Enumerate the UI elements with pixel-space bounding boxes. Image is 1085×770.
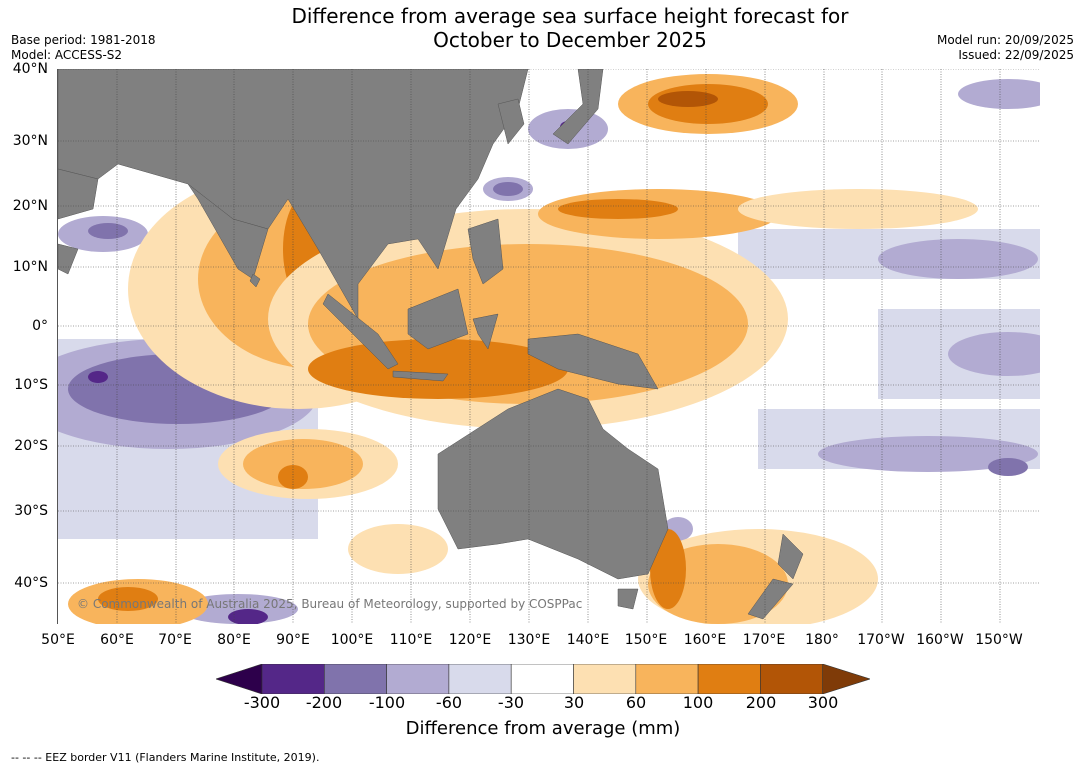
land-india [187, 183, 269, 280]
colorbar-tick-label: -200 [305, 693, 343, 712]
anomaly-neg-southern-ocean [178, 594, 298, 624]
lon-label-110e: 110°E [389, 632, 433, 648]
lat-label-30s: 30°S [14, 503, 48, 519]
lat-label-30n: 30°N [12, 133, 48, 149]
land-sri-lanka [249, 273, 261, 288]
land-borneo [407, 288, 469, 350]
land-australia [437, 388, 669, 580]
lon-label-100e: 100°E [330, 632, 374, 648]
lon-label-140e: 140°E [566, 632, 610, 648]
colorbar-segment [573, 664, 637, 694]
lon-label-150w: 150°W [975, 632, 1023, 648]
colorbar-extend-low [216, 664, 263, 694]
colorbar-segment [324, 664, 387, 694]
anomaly-neg-southern-ocean-core [228, 609, 268, 624]
anomaly-layer [58, 74, 1040, 624]
colorbar-segment [386, 664, 450, 694]
land-africa-horn [58, 243, 79, 275]
colorbar-segment [448, 664, 512, 694]
colorbar-tick-label: 200 [745, 693, 777, 712]
eez-footnote: -- -- -- EEZ border V11 (Flanders Marine… [11, 751, 320, 764]
land-new-zealand-south [747, 578, 794, 620]
land-sumatra [322, 293, 399, 370]
issued-date: Issued: 22/09/2025 [958, 48, 1074, 62]
land-java [392, 370, 449, 382]
title-line-2: October to December 2025 [433, 28, 707, 52]
colorbar-tick-label: 300 [807, 693, 839, 712]
title-line-1: Difference from average sea surface heig… [291, 4, 849, 28]
anomaly-neg-south-pacific-core [988, 458, 1028, 476]
anomaly-neg-south-indian-min [88, 371, 108, 383]
lon-label-160e: 160°E [683, 632, 727, 648]
lat-label-40s: 40°S [14, 575, 48, 591]
anomaly-pos-west-pacific-core [558, 199, 678, 219]
lat-label-equator: 0° [32, 318, 48, 334]
lon-label-160w: 160°W [916, 632, 964, 648]
model-name: Model: ACCESS-S2 [11, 48, 123, 62]
lon-label-150e: 150°E [624, 632, 668, 648]
colorbar-tick-label: -300 [243, 693, 281, 712]
anomaly-pos-kuroshio-core [658, 91, 718, 107]
lon-label-170e: 170°E [742, 632, 786, 648]
lon-label-180: 180° [805, 632, 839, 648]
colorbar-title: Difference from average (mm) [405, 718, 681, 739]
colorbar-segment [697, 664, 761, 694]
lat-label-20n: 20°N [12, 198, 48, 214]
copyright-notice: © Commonwealth of Australia 2025, Bureau… [77, 597, 583, 611]
anomaly-pos-central-pacific [738, 189, 978, 229]
lat-label-40n: 40°N [12, 61, 48, 77]
model-run: Model run: 20/09/2025 [936, 33, 1074, 47]
map-panel[interactable] [57, 69, 1040, 624]
meta-right: Model run: 20/09/2025 Issued: 22/09/2025 [937, 33, 1074, 63]
colorbar-segment [760, 664, 824, 694]
land-korea [497, 98, 525, 145]
lon-label-130e: 130°E [507, 632, 551, 648]
colorbar-tick-label: -60 [435, 693, 463, 712]
lon-label-90e: 90°E [276, 632, 310, 648]
land-sulawesi [472, 313, 499, 350]
map-title: Difference from average sea surface heig… [200, 4, 940, 52]
anomaly-neg-south-pacific [818, 436, 1038, 472]
map-svg [58, 69, 1040, 624]
land-philippines [467, 218, 504, 285]
lon-label-70e: 70°E [158, 632, 192, 648]
land-new-zealand-north [777, 533, 804, 580]
anomaly-pos-southern-ocean-core [98, 587, 158, 611]
colorbar-segment [510, 664, 574, 694]
lon-label-50e: 50°E [41, 632, 75, 648]
lat-label-10n: 10°N [12, 259, 48, 275]
lon-label-80e: 80°E [217, 632, 251, 648]
colorbar-segment [635, 664, 699, 694]
colorbar-tick-label: 100 [682, 693, 714, 712]
lon-label-170w: 170°W [857, 632, 905, 648]
lat-label-20s: 20°S [14, 438, 48, 454]
anomaly-neg-taiwan-core [493, 182, 523, 196]
colorbar-tick-label: 30 [563, 693, 585, 712]
colorbar-tick-label: 60 [625, 693, 647, 712]
colorbar-segment [261, 664, 325, 694]
anomaly-neg-arabian-core [88, 223, 128, 239]
graticule [58, 69, 1040, 624]
land-arabia [58, 168, 99, 220]
colorbar-tick-label: -30 [497, 693, 525, 712]
color-bar [216, 664, 870, 694]
anomaly-pos-west-australia [348, 524, 448, 574]
colorbar-tick-label: -100 [368, 693, 406, 712]
anomaly-pos-south-indian-mid [243, 439, 363, 489]
lat-label-10s: 10°S [14, 377, 48, 393]
anomaly-neg-hawaii [958, 79, 1040, 109]
base-period: Base period: 1981-2018 [11, 33, 156, 47]
anomaly-neg-east-pacific [948, 332, 1040, 376]
anomaly-neg-north-pacific [878, 239, 1038, 279]
land-japan [552, 69, 604, 145]
land-tasmania [617, 588, 639, 610]
meta-left: Base period: 1981-2018 Model: ACCESS-S2 [11, 33, 156, 63]
colorbar-extend-high [822, 664, 870, 694]
lon-label-60e: 60°E [100, 632, 134, 648]
lon-label-120e: 120°E [448, 632, 492, 648]
